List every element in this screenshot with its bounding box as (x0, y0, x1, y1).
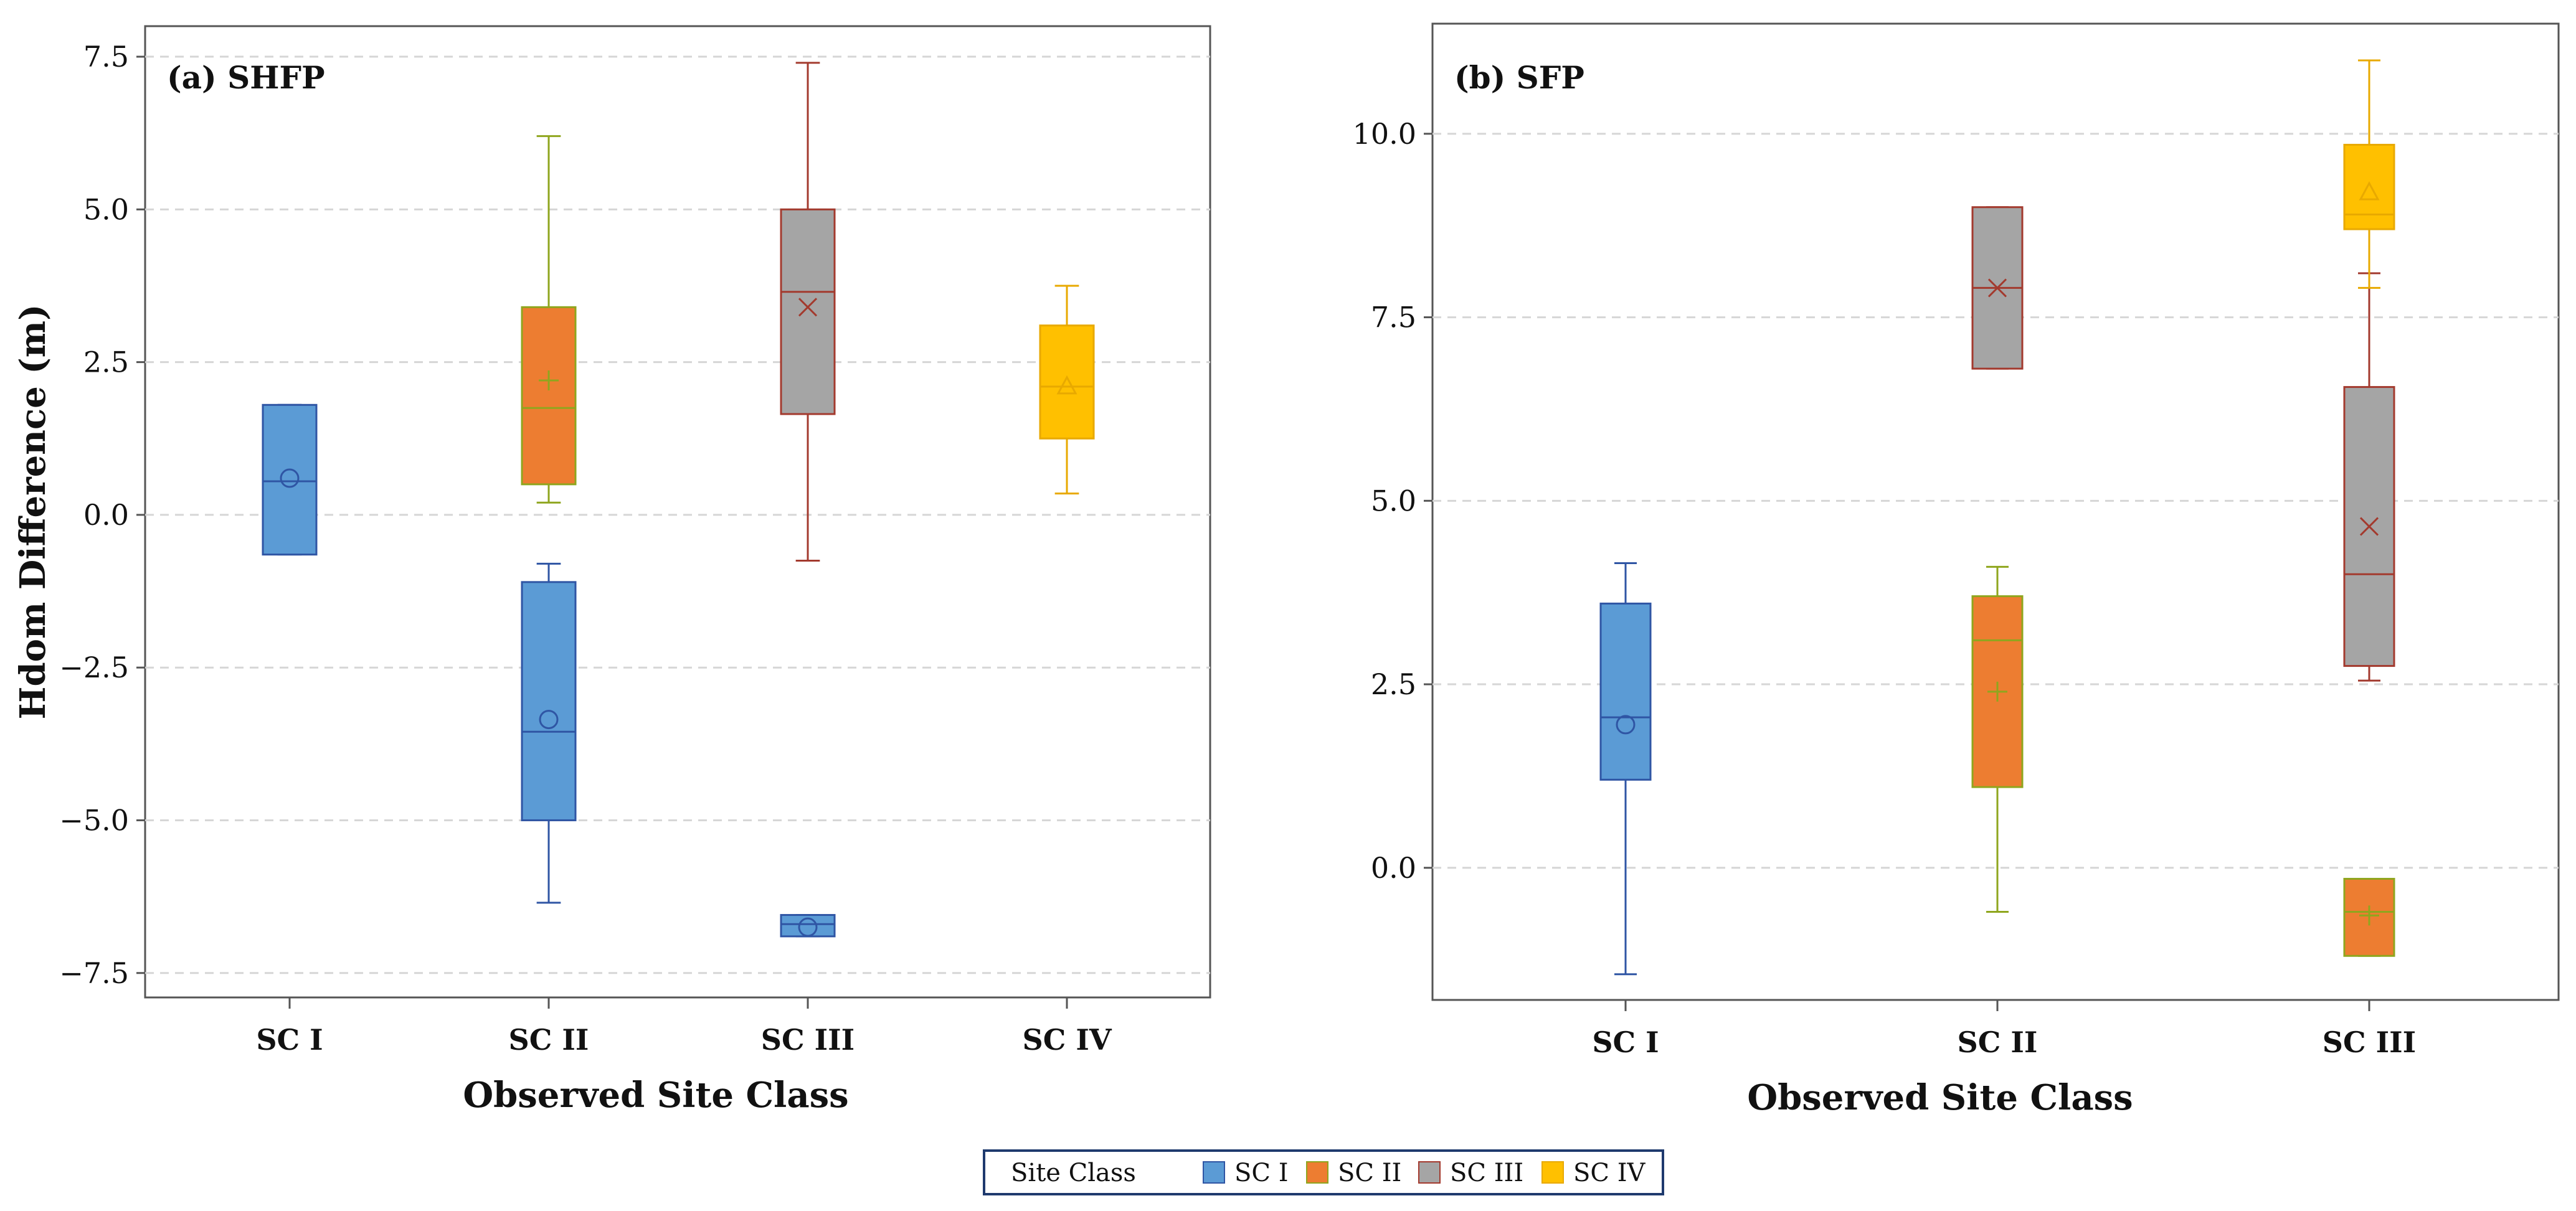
box-iqr (780, 208, 836, 415)
y-tick-label: 5.0 (83, 192, 129, 226)
panel-b-boxes (1599, 59, 2395, 976)
box-sc-ii-at-sc-ii (1971, 565, 2024, 913)
y-tick-label: 0.0 (83, 498, 129, 532)
box-sc-ii-at-sc-iii (2343, 877, 2395, 957)
panel-b-x-axis: SC I SC II SC III (1592, 1000, 2416, 1059)
mean-marker (280, 468, 300, 488)
box-iqr (521, 581, 577, 821)
x-tick-label-sc-iii: SC III (2323, 1025, 2416, 1059)
box-sc-iii-at-sc-iii (780, 62, 836, 562)
panel-a-y-axis-title: Hdom Difference (m) (12, 304, 54, 720)
box-iqr (2343, 386, 2395, 667)
y-tick-label: 5.0 (1371, 484, 1416, 517)
mean-marker (2359, 181, 2380, 200)
box-sc-iv-at-sc-iv (1039, 285, 1095, 495)
legend-label-sc-iii: SC III (1450, 1159, 1523, 1187)
mean-marker (539, 710, 559, 730)
y-tick-label: 10.0 (1353, 117, 1416, 151)
box-sc-ii-at-sc-ii (521, 135, 577, 504)
legend-title: Site Class (1011, 1159, 1136, 1187)
panel-a-boxes (262, 62, 1095, 938)
mean-marker (2359, 517, 2379, 536)
legend-swatch-sc-iii (1418, 1161, 1441, 1184)
y-tick-label: 7.5 (1371, 301, 1416, 334)
panel-a-x-axis-title: Observed Site Class (463, 1075, 848, 1116)
box-sc-iii-at-sc-ii (1971, 206, 2024, 370)
panel-b-title: (b) SFP (1454, 59, 1584, 96)
box-iqr (262, 403, 318, 556)
box-iqr (2343, 144, 2395, 230)
y-tick-label: 2.5 (1371, 667, 1416, 701)
panel-a-frame (144, 25, 1211, 999)
x-tick-label-sc-iii: SC III (761, 1023, 855, 1057)
mean-marker (798, 917, 818, 937)
y-tick-label: −7.5 (59, 956, 129, 990)
panel-b-y-axis: 0.0 2.5 5.0 7.5 10.0 (1353, 117, 1432, 885)
legend-label-sc-i: SC I (1234, 1159, 1289, 1187)
box-sc-i-at-sc-iii (780, 914, 836, 938)
x-tick-label-sc-i: SC I (256, 1023, 323, 1057)
mean-marker (1056, 375, 1077, 395)
panel-a-gridlines (145, 55, 1210, 974)
legend-label-sc-ii: SC II (1338, 1159, 1401, 1187)
box-iqr (1039, 324, 1095, 440)
y-tick-label: 7.5 (83, 40, 129, 73)
panel-a-y-axis: −7.5 −5.0 −2.5 0.0 2.5 5.0 7.5 (59, 40, 145, 990)
mean-marker (798, 298, 818, 317)
mean-marker (1987, 681, 2007, 702)
x-tick-label-sc-iv: SC IV (1022, 1023, 1112, 1057)
box-sc-i-at-sc-i (1599, 562, 1652, 976)
legend-label-sc-iv: SC IV (1573, 1159, 1646, 1187)
panel-a-x-axis: SC I SC II SC III SC IV (256, 997, 1112, 1057)
box-sc-iii-at-sc-iii (2343, 272, 2395, 682)
legend-swatch-sc-i (1203, 1161, 1225, 1184)
mean-marker (1987, 278, 2007, 298)
panel-a-shfp: −7.5 −5.0 −2.5 0.0 2.5 5.0 7.5 SC I SC II SC III… (12, 25, 1211, 1116)
mean-marker (2359, 905, 2379, 926)
x-tick-label-sc-ii: SC II (509, 1023, 589, 1057)
box-sc-i-at-sc-i (262, 403, 318, 556)
legend-swatch-sc-iv (1541, 1161, 1564, 1184)
box-sc-iv-at-sc-iii (2343, 59, 2395, 289)
mean-marker (539, 370, 559, 391)
x-tick-label-sc-ii: SC II (1958, 1025, 2038, 1059)
legend-items: SC I SC II SC III SC IV (1203, 1159, 1646, 1187)
y-tick-label: −2.5 (59, 651, 129, 684)
y-tick-label: −5.0 (59, 803, 129, 837)
y-tick-label: 2.5 (83, 346, 129, 379)
x-tick-label-sc-i: SC I (1592, 1025, 1659, 1059)
box-iqr (521, 306, 577, 486)
box-iqr (1599, 602, 1652, 781)
panel-a-title: (a) SHFP (167, 59, 325, 96)
y-tick-label: 0.0 (1371, 851, 1416, 885)
panel-b-x-axis-title: Observed Site Class (1747, 1077, 2133, 1118)
box-sc-i-at-sc-ii (521, 562, 577, 904)
mean-marker (1616, 715, 1636, 735)
legend-swatch-sc-ii (1306, 1161, 1328, 1184)
legend: Site Class SC I SC II SC III SC IV (983, 1149, 1664, 1195)
panel-b-sfp: 0.0 2.5 5.0 7.5 10.0 SC I SC II SC III (b) SFP… (1353, 22, 2560, 1118)
